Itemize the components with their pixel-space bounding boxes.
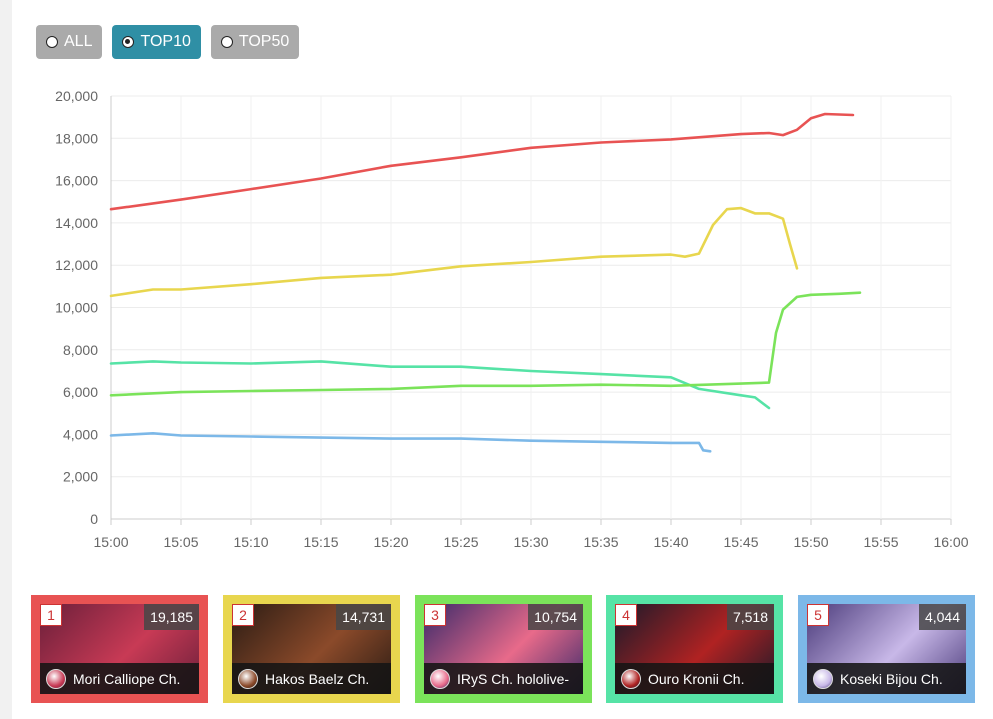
y-tick-label: 2,000 <box>63 469 98 485</box>
filter-bar: ALL TOP10 TOP50 <box>36 25 300 59</box>
radio-icon <box>220 36 233 48</box>
filter-all-label: ALL <box>64 33 93 50</box>
radio-selected-icon <box>122 36 135 48</box>
rank-card-2[interactable]: 2 14,731 Hakos Baelz Ch. <box>223 595 400 703</box>
rank-card-4[interactable]: 4 7,518 Ouro Kronii Ch. <box>606 595 783 703</box>
x-tick-label: 15:10 <box>233 534 268 550</box>
y-tick-label: 6,000 <box>63 384 98 400</box>
y-tick-label: 18,000 <box>55 130 98 146</box>
avatar <box>238 668 258 689</box>
card-body: 4 7,518 Ouro Kronii Ch. <box>615 604 774 694</box>
x-tick-label: 15:15 <box>303 534 338 550</box>
rank-badge: 2 <box>232 604 254 626</box>
viewer-count: 14,731 <box>336 604 391 630</box>
rank-card-5[interactable]: 5 4,044 Koseki Bijou Ch. <box>798 595 975 703</box>
ranking-cards: 1 19,185 Mori Calliope Ch. 2 14,731 Hakos Bae… <box>31 595 975 703</box>
series-line-4 <box>109 291 862 397</box>
rank-badge: 1 <box>40 604 62 626</box>
rank-card-3[interactable]: 3 10,754 IRyS Ch. hololive- <box>415 595 592 703</box>
y-tick-label: 8,000 <box>63 342 98 358</box>
filter-top10-label: TOP10 <box>140 33 191 50</box>
y-tick-label: 20,000 <box>55 88 98 104</box>
series-line-3 <box>109 360 771 410</box>
x-tick-label: 15:55 <box>863 534 898 550</box>
viewer-count: 10,754 <box>528 604 583 630</box>
viewer-count: 19,185 <box>144 604 199 630</box>
filter-top10-button[interactable]: TOP10 <box>112 25 201 59</box>
rank-badge: 4 <box>615 604 637 626</box>
channel-name-bar: Koseki Bijou Ch. <box>807 663 966 694</box>
x-tick-label: 15:35 <box>583 534 618 550</box>
filter-top50-label: TOP50 <box>238 33 290 50</box>
viewer-count: 4,044 <box>918 604 966 630</box>
x-tick-label: 15:30 <box>513 534 548 550</box>
avatar <box>46 668 66 689</box>
avatar <box>813 668 833 689</box>
x-tick-label: 15:00 <box>93 534 128 550</box>
x-tick-label: 15:05 <box>163 534 198 550</box>
y-tick-label: 4,000 <box>63 426 98 442</box>
y-tick-label: 10,000 <box>55 300 98 316</box>
x-tick-label: 15:50 <box>793 534 828 550</box>
channel-name: IRyS Ch. hololive- <box>457 670 570 687</box>
x-tick-label: 15:20 <box>373 534 408 550</box>
channel-name-bar: IRyS Ch. hololive- <box>424 663 583 694</box>
rank-badge: 3 <box>424 604 446 626</box>
x-tick-label: 15:25 <box>443 534 478 550</box>
y-tick-label: 12,000 <box>55 257 98 273</box>
avatar <box>621 668 641 689</box>
left-edge-strip <box>0 0 12 719</box>
channel-name: Koseki Bijou Ch. <box>840 670 943 687</box>
series-line-1 <box>109 112 855 211</box>
radio-icon <box>46 36 58 48</box>
card-body: 5 4,044 Koseki Bijou Ch. <box>807 604 966 694</box>
x-tick-label: 15:40 <box>653 534 688 550</box>
viewer-line-chart: 0 2,000 4,000 6,000 8,000 10,000 12,000 14,000 1… <box>55 88 969 550</box>
x-tick-label: 15:45 <box>723 534 758 550</box>
series-line-2 <box>109 206 799 298</box>
card-body: 3 10,754 IRyS Ch. hololive- <box>424 604 583 694</box>
rank-badge: 5 <box>807 604 829 626</box>
avatar <box>430 668 450 689</box>
x-tick-label: 16:00 <box>933 534 968 550</box>
y-tick-label: 14,000 <box>55 215 98 231</box>
channel-name: Hakos Baelz Ch. <box>265 670 370 687</box>
filter-top50-button[interactable]: TOP50 <box>210 25 300 59</box>
filter-all-button[interactable]: ALL <box>36 25 103 59</box>
card-body: 1 19,185 Mori Calliope Ch. <box>40 604 199 694</box>
y-tick-label: 16,000 <box>55 173 98 189</box>
channel-name: Mori Calliope Ch. <box>73 670 181 687</box>
series-line-5 <box>109 432 712 453</box>
y-tick-label: 0 <box>90 511 98 527</box>
rank-card-1[interactable]: 1 19,185 Mori Calliope Ch. <box>31 595 208 703</box>
viewer-count: 7,518 <box>726 604 774 630</box>
channel-name-bar: Hakos Baelz Ch. <box>232 663 391 694</box>
channel-name-bar: Mori Calliope Ch. <box>40 663 199 694</box>
channel-name: Ouro Kronii Ch. <box>648 670 745 687</box>
channel-name-bar: Ouro Kronii Ch. <box>615 663 774 694</box>
card-body: 2 14,731 Hakos Baelz Ch. <box>232 604 391 694</box>
